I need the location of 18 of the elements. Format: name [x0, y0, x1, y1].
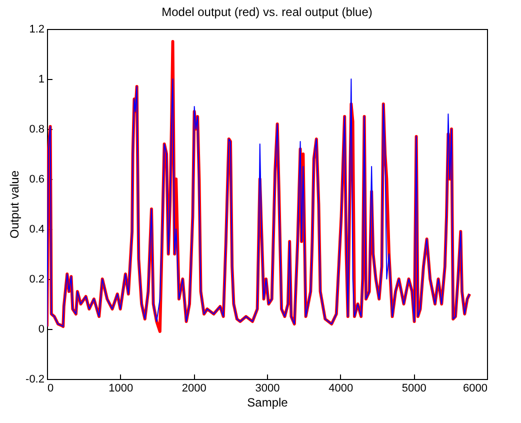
x-tick-label: 3000	[255, 382, 280, 394]
x-axis-title: Sample	[247, 396, 288, 410]
y-tick-label: 0.8	[29, 124, 44, 136]
y-tick-label: 0.4	[29, 224, 44, 236]
y-tick-label: -0.2	[26, 374, 44, 386]
y-tick-label: 1.2	[29, 24, 44, 36]
x-tick-label: 2000	[182, 382, 206, 394]
x-tick-label: 0	[48, 382, 54, 394]
x-tick-label: 1000	[108, 382, 134, 394]
y-tick-label: 1	[38, 74, 44, 86]
chart-title: Model output (red) vs. real output (blue)	[162, 5, 372, 19]
y-tick-label: 0	[38, 324, 44, 336]
y-axis-title: Output value	[8, 170, 22, 239]
x-tick-label: 6000	[463, 382, 488, 394]
x-tick-label: 4000	[328, 382, 354, 394]
x-tick-label: 5000	[402, 382, 426, 394]
y-tick-label: 0.2	[29, 274, 44, 286]
y-tick-label: 0.6	[29, 174, 44, 186]
